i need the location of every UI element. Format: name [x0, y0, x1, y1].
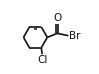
- Text: Cl: Cl: [37, 55, 47, 65]
- Text: Br: Br: [69, 31, 80, 41]
- Text: O: O: [53, 13, 61, 23]
